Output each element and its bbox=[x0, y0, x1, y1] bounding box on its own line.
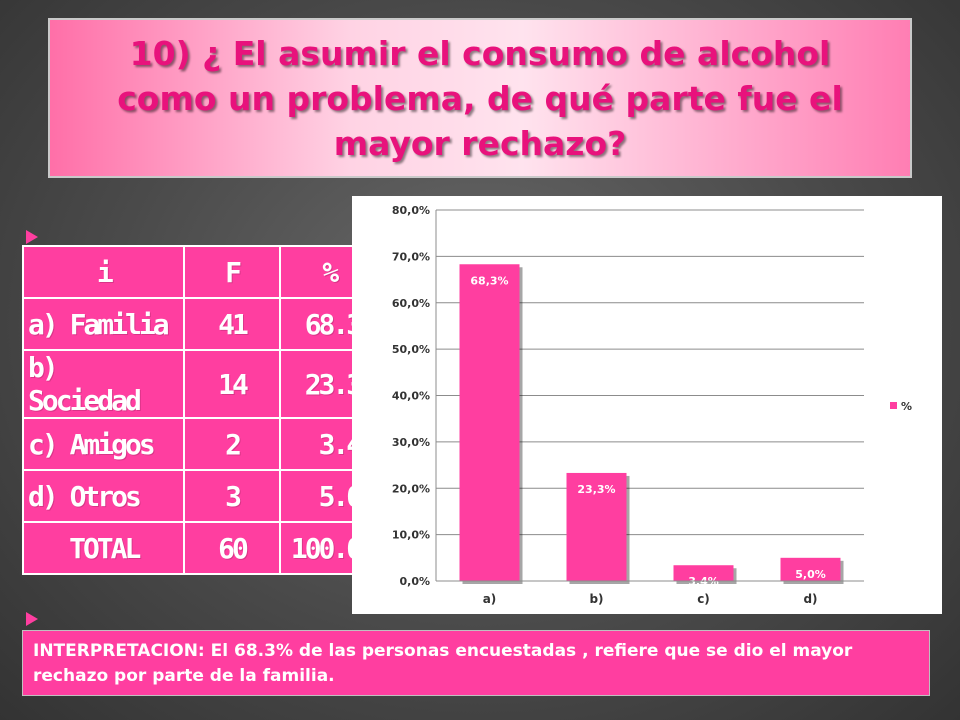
table-cell: 3 bbox=[183, 469, 281, 523]
y-tick-label: 20,0% bbox=[392, 482, 430, 495]
data-label: 3,4% bbox=[688, 575, 719, 588]
table-header-row: i F% bbox=[21, 245, 381, 299]
data-label: 23,3% bbox=[577, 483, 615, 496]
bar bbox=[780, 557, 841, 581]
y-tick-label: 10,0% bbox=[392, 529, 430, 542]
y-tick-label: 60,0% bbox=[392, 297, 430, 310]
table-row: a) Familia 41 68.3% bbox=[21, 297, 381, 351]
bar-chart-panel: 0,0% 10,0% 20,0% 30,0% 40,0% 50,0% 60,0% 70,0% 8… bbox=[352, 196, 942, 614]
table-cell: 14 bbox=[183, 349, 281, 419]
table-total-row: TOTAL 60 100.0% bbox=[21, 521, 381, 575]
interpretation-text: INTERPRETACION: El 68.3% de las personas… bbox=[22, 630, 930, 696]
data-label: 68,3% bbox=[470, 274, 508, 287]
table-row: b) Sociedad 14 23.3% bbox=[21, 349, 381, 419]
x-tick-label: c) bbox=[697, 592, 710, 606]
x-tick-label: a) bbox=[483, 592, 497, 606]
table-cell: F bbox=[183, 245, 281, 299]
slide-title: 10) ¿ El asumir el consumo de alcohol co… bbox=[117, 33, 843, 163]
table-cell: 60 bbox=[183, 521, 281, 575]
table-cell: b) Sociedad bbox=[21, 349, 186, 419]
table-row: c) Amigos 2 3.4% bbox=[21, 417, 381, 471]
x-tick-label: b) bbox=[589, 592, 603, 606]
bar bbox=[459, 264, 520, 581]
legend-swatch bbox=[890, 402, 897, 409]
table-cell: 41 bbox=[183, 297, 281, 351]
x-tick-label: d) bbox=[803, 592, 817, 606]
y-tick-label: 40,0% bbox=[392, 390, 430, 403]
y-tick-label: 30,0% bbox=[392, 436, 430, 449]
table-row: d) Otros 3 5.0% bbox=[21, 469, 381, 523]
table-cell: d) Otros bbox=[21, 469, 186, 523]
legend-label: % bbox=[901, 400, 912, 413]
y-tick-label: 80,0% bbox=[392, 204, 430, 217]
table-cell: TOTAL bbox=[21, 521, 186, 575]
bar bbox=[566, 472, 627, 581]
title-banner: 10) ¿ El asumir el consumo de alcohol co… bbox=[48, 18, 912, 178]
bullet-arrow-icon bbox=[26, 612, 38, 626]
bullet-arrow-icon bbox=[26, 230, 38, 244]
frequency-table: i F% a) Familia 41 68.3% b) Sociedad 14 23.3% c)… bbox=[21, 245, 381, 575]
data-label: 5,0% bbox=[795, 568, 826, 581]
bar-chart: 0,0% 10,0% 20,0% 30,0% 40,0% 50,0% 60,0% 70,0% 8… bbox=[392, 204, 912, 606]
y-tick-label: 70,0% bbox=[392, 250, 430, 263]
table-cell: 2 bbox=[183, 417, 281, 471]
y-tick-label: 0,0% bbox=[399, 575, 430, 588]
table-cell: i bbox=[21, 245, 186, 299]
bar bbox=[673, 565, 734, 581]
table-cell: c) Amigos bbox=[21, 417, 186, 471]
table-cell: a) Familia bbox=[21, 297, 186, 351]
y-tick-label: 50,0% bbox=[392, 343, 430, 356]
